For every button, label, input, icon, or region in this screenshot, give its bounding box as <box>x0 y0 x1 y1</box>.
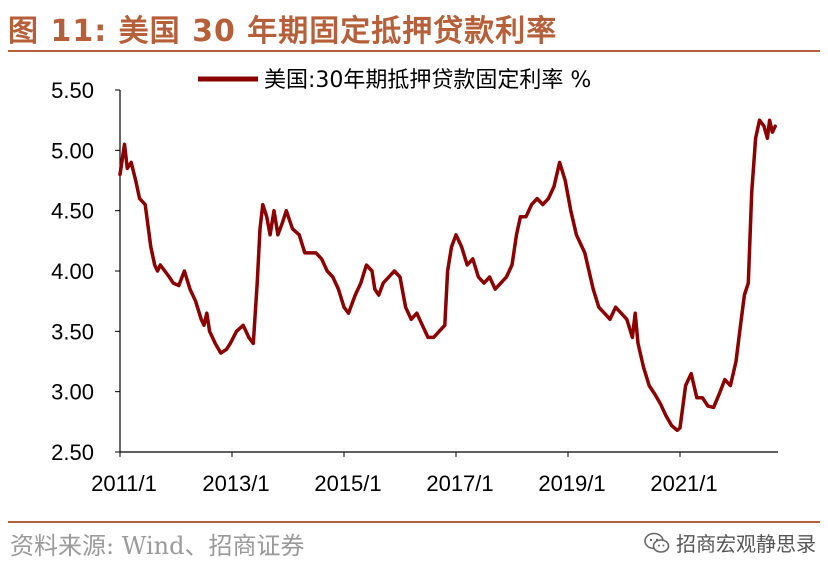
series-line <box>118 118 777 433</box>
line-chart: 5.50 5.00 4.50 4.00 3.50 3.00 2.50 2011/1 2013/… <box>51 68 778 496</box>
watermark-text: 招商宏观静思录 <box>676 532 816 556</box>
title-rule <box>8 50 820 52</box>
source-note: 资料来源: Wind、招商证券 <box>10 532 305 560</box>
legend: 美国:30年期抵押贷款固定利率 % <box>198 68 591 93</box>
y-axis-ticks: 5.50 5.00 4.50 4.00 3.50 3.00 2.50 <box>51 78 120 465</box>
wechat-icon <box>644 532 670 553</box>
x-tick-label: 2013/1 <box>202 471 269 496</box>
x-tick-label: 2021/1 <box>650 471 717 496</box>
x-tick-label: 2015/1 <box>314 471 381 496</box>
y-tick-label: 2.50 <box>51 440 94 465</box>
x-tick-label: 2017/1 <box>426 471 493 496</box>
footer-rule <box>8 521 820 523</box>
y-tick-label: 5.00 <box>51 138 94 163</box>
watermark: 招商宏观静思录 <box>644 528 816 557</box>
x-tick-label: 2011/1 <box>91 471 157 496</box>
x-tick-label: 2019/1 <box>538 471 605 496</box>
figure-title: 图 11: 美国 30 年期固定抵押贷款利率 <box>8 14 558 49</box>
y-tick-label: 3.50 <box>51 319 94 344</box>
legend-label: 美国:30年期抵押贷款固定利率 % <box>264 68 591 93</box>
y-tick-label: 4.50 <box>51 199 94 224</box>
y-tick-label: 4.00 <box>51 259 94 284</box>
series-group <box>118 118 777 433</box>
x-axis-ticks: 2011/1 2013/1 2015/1 2017/1 2019/1 2021/1 <box>91 452 718 496</box>
y-tick-label: 3.00 <box>51 380 94 405</box>
y-tick-label: 5.50 <box>51 78 94 103</box>
